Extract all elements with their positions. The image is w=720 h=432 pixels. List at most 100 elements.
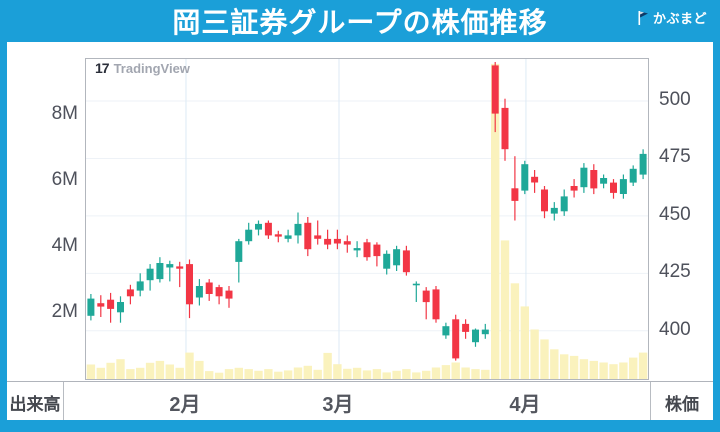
candle-body [373,244,381,257]
title-bar: 岡三証券グループの株価推移 [0,0,720,42]
volume-bar [461,367,470,379]
volume-bar [205,371,214,379]
volume-bar [293,367,303,379]
volume-bar [481,369,490,379]
volume-tick-label: 4M [51,235,78,257]
volume-bar [145,362,155,379]
candle-body [97,303,105,307]
candle-body [126,289,134,297]
candle-body [412,283,420,286]
volume-bar [638,352,648,379]
volume-bar [510,283,520,379]
candle-body [629,168,637,183]
footer-divider-left [63,382,64,420]
candle-body [442,326,450,336]
candle-body [255,223,262,230]
candle-body [107,299,115,309]
volume-bar [264,369,273,379]
volume-bar [412,372,421,379]
price-tick-label: 500 [659,89,691,111]
page-title: 岡三証券グループの株価推移 [172,7,548,38]
volume-bar [579,359,589,379]
candle-body [393,249,401,266]
volume-bar [422,370,431,379]
volume-bar [372,369,382,379]
volume-bar [362,370,372,379]
candle-body [619,179,627,194]
volume-bar [343,368,352,379]
axis-footer: 出来高 株価 2月 3月 4月 [7,381,713,420]
candle-body [570,186,578,191]
candle-body [432,289,440,320]
candle-body [274,234,282,237]
volume-bar [520,306,529,379]
volume-bar [500,240,510,379]
tradingview-label: TradingView [113,60,190,76]
volume-bar [540,339,549,379]
tradingview-watermark: 17 TradingView [95,60,190,76]
candle-body [600,178,608,184]
candle-body [353,248,361,251]
site-logo-text: かぶまど [652,11,707,26]
volume-bar [323,352,332,379]
candle-body [166,264,174,268]
candlestick-chart [85,58,649,380]
volume-bar [352,367,362,379]
candle-body [195,286,203,298]
candle-body [245,229,253,242]
candle-body [314,235,322,239]
candle-body [284,235,292,239]
volume-bar [313,369,322,379]
candle-body [363,242,371,258]
candle-body [531,176,539,183]
candle-body [610,182,617,193]
volume-bar [392,370,401,379]
candle-body [550,207,558,214]
price-axis-title: 株価 [665,395,699,414]
volume-bar [402,369,411,379]
month-label: 3月 [322,394,354,416]
volume-bar [550,349,559,379]
candle-body [511,188,519,201]
candle-body [294,223,302,236]
volume-bar [224,369,234,379]
footer-divider-right [650,382,651,420]
volume-bar [185,352,194,379]
month-label: 4月 [509,394,541,416]
candle-body [580,167,588,188]
candle-body [304,222,312,250]
price-tick-label: 450 [659,203,691,225]
volume-bar [441,365,451,379]
candle-body [176,266,184,269]
volume-bar [589,360,598,379]
volume-bar [569,355,579,379]
candle-body [87,298,95,316]
volume-bar [244,369,253,379]
candle-body [481,329,489,335]
candle-body [146,268,154,281]
volume-bar [382,372,391,379]
candle-body [501,107,509,150]
candle-body [472,329,479,343]
volume-bar [283,370,293,379]
volume-bar [599,362,608,379]
volume-bar [136,367,145,379]
volume-bar [175,367,184,379]
volume-bar [165,364,174,379]
volume-bar [96,367,105,379]
price-tick-label: 400 [659,318,691,340]
candle-body [462,323,470,332]
candle-body [205,282,213,294]
volume-axis-title: 出来高 [9,395,61,414]
volume-bar [214,372,224,379]
chart-canvas [86,59,648,379]
candle-body [541,189,548,212]
volume-bar [333,364,342,379]
candle-body [117,302,124,313]
volume-bar [116,359,125,379]
volume-bar [619,362,628,379]
volume-bar [560,354,569,379]
price-tick-label: 475 [659,146,691,168]
volume-bar [451,362,460,379]
